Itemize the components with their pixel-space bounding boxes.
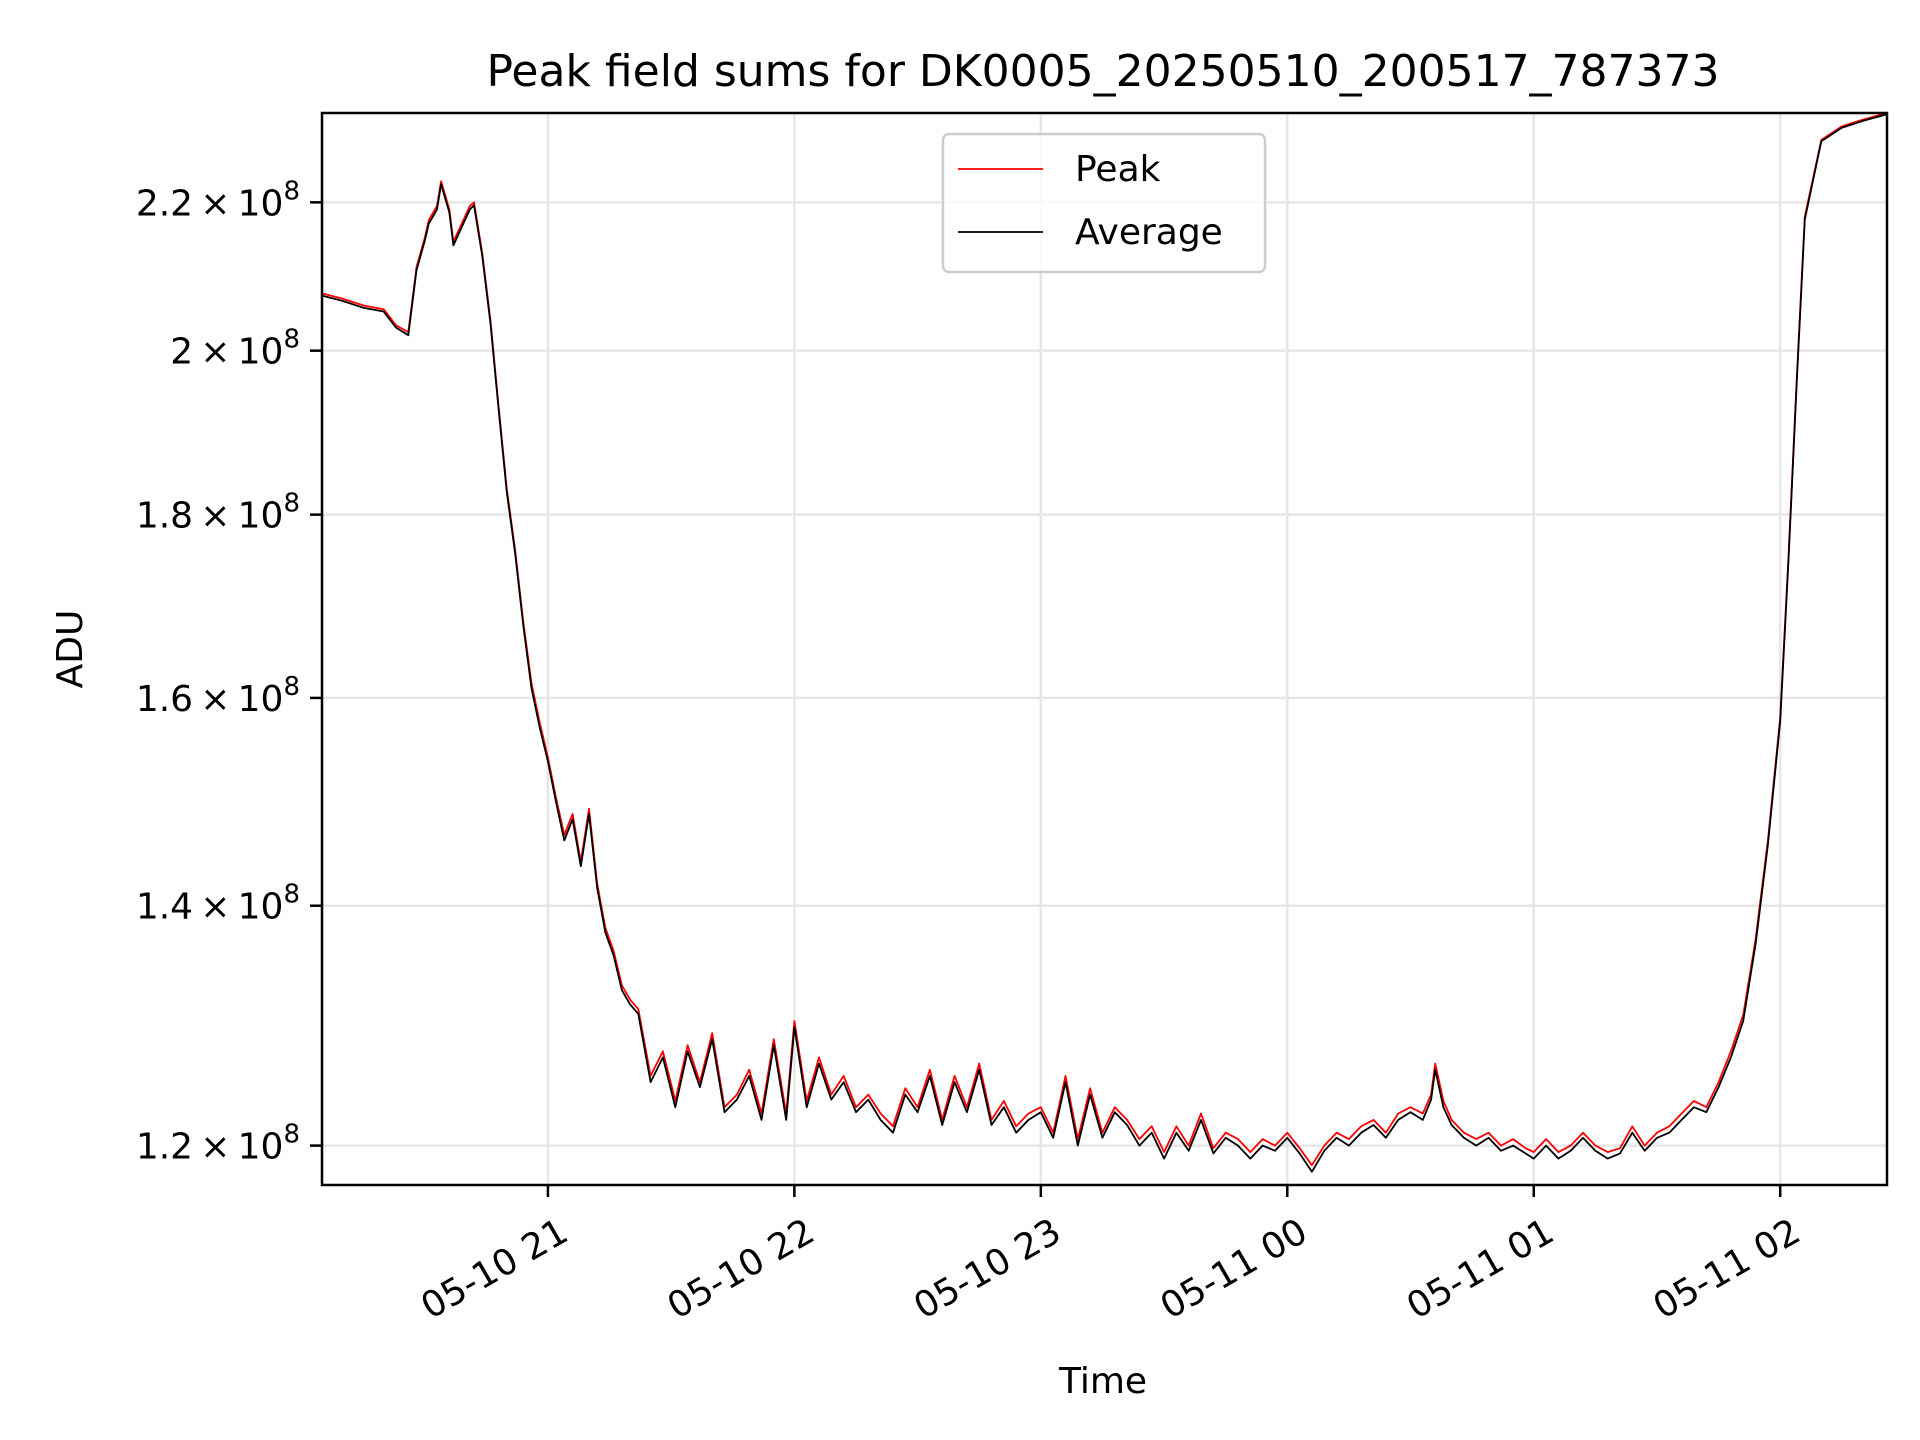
y-tick-exponent: 8: [283, 325, 300, 355]
x-tick-label: 05-11 02: [1647, 1211, 1808, 1327]
legend: Peak Average: [941, 132, 1267, 274]
legend-label-peak: Peak: [1075, 149, 1161, 190]
series-layer: [321, 112, 1888, 1173]
y-tick-times: ×: [193, 679, 238, 720]
y-axis-label: ADU: [50, 610, 91, 689]
y-tick-times: ×: [193, 183, 238, 224]
x-axis-label: Time: [1058, 1361, 1147, 1402]
y-tick-exponent: 8: [283, 176, 300, 206]
y-tick-label: 1.4 × 108: [136, 880, 300, 928]
y-tick-label: 1.2 × 108: [136, 1120, 300, 1168]
y-tick-exponent: 8: [283, 1120, 300, 1150]
x-tick-label: 05-10 23: [907, 1211, 1068, 1327]
x-tick-label: 05-11 01: [1400, 1211, 1561, 1327]
y-tick-base: 10: [238, 1127, 284, 1168]
y-tick-times: ×: [193, 1127, 238, 1168]
y-tick-mantissa: 1.6: [136, 679, 193, 720]
y-tick-exponent: 8: [283, 672, 300, 702]
grid: [322, 113, 1887, 1185]
y-tick-mantissa: 1.4: [136, 887, 193, 928]
y-tick-mantissa: 2: [170, 332, 193, 373]
y-tick-exponent: 8: [283, 489, 300, 519]
x-tick-label: 05-11 00: [1154, 1211, 1315, 1327]
series-peak-line: [321, 112, 1888, 1167]
y-tick-times: ×: [193, 332, 238, 373]
y-tick-label: 1.8 × 108: [136, 489, 300, 537]
y-tick-times: ×: [193, 887, 238, 928]
y-tick-label: 2 × 108: [170, 325, 300, 373]
y-tick-exponent: 8: [283, 880, 300, 910]
y-tick-mantissa: 2.2: [136, 183, 193, 224]
y-tick-base: 10: [238, 332, 284, 373]
y-tick-base: 10: [238, 496, 284, 537]
x-tick-label: 05-10 21: [414, 1211, 575, 1327]
y-tick-mantissa: 1.8: [136, 496, 193, 537]
y-tick-base: 10: [238, 679, 284, 720]
x-tick-label: 05-10 22: [661, 1211, 822, 1327]
x-axis-ticks: 05-10 21 05-10 22 05-10 23 05-11 00 05-11 01…: [414, 1185, 1807, 1328]
legend-label-average: Average: [1075, 212, 1223, 253]
y-tick-base: 10: [238, 183, 284, 224]
chart-title: Peak field sums for DK0005_20250510_2005…: [486, 46, 1719, 97]
y-tick-label: 1.6 × 108: [136, 672, 300, 720]
plot-frame: [320, 111, 1889, 1187]
y-tick-mantissa: 1.2: [136, 1127, 193, 1168]
series-average-line: [321, 113, 1888, 1173]
y-tick-label: 2.2 × 108: [136, 176, 300, 224]
y-tick-base: 10: [238, 887, 284, 928]
y-tick-times: ×: [193, 496, 238, 537]
